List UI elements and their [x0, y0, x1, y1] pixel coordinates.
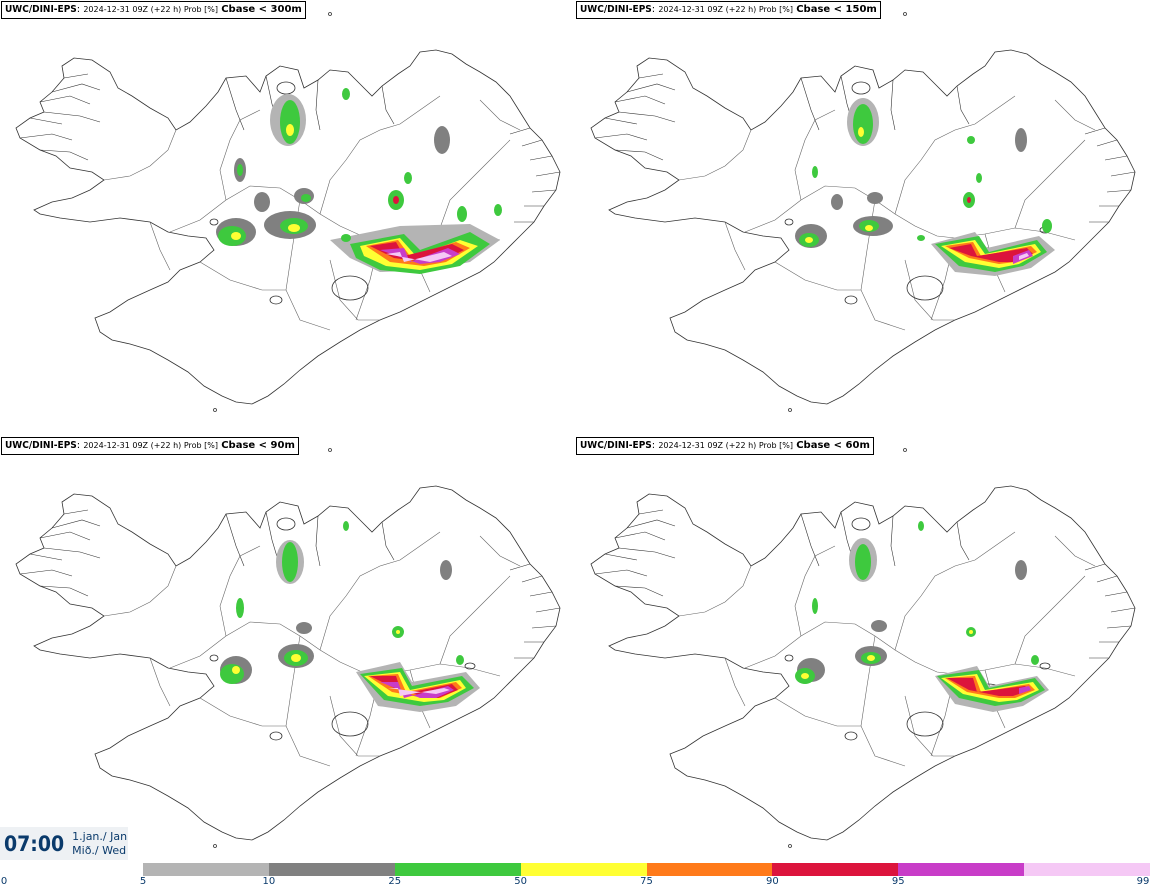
colorbar-tick-label: 99	[1136, 876, 1150, 887]
colorbar-tick-label: 0	[0, 876, 8, 887]
valid-time-date: 1.jan./ Jan Mið./ Wed	[72, 829, 128, 857]
colorbar-tick-label: 5	[139, 876, 147, 887]
colorbar-tick-label: 90	[766, 876, 779, 887]
valid-time-box: 07:00 1.jan./ Jan Mið./ Wed	[0, 827, 128, 860]
map-panel-3: UWC/DINI-EPS: 2024-12-31 09Z (+22 h) Pro…	[0, 436, 575, 872]
colorbar-segment	[898, 863, 1025, 876]
panel-title: UWC/DINI-EPS: 2024-12-31 09Z (+22 h) Pro…	[1, 1, 306, 19]
colorbar-tick-label: 75	[640, 876, 653, 887]
panel-title: UWC/DINI-EPS: 2024-12-31 09Z (+22 h) Pro…	[576, 1, 881, 19]
colorbar-tick-label: 95	[891, 876, 905, 887]
iceland-map	[15, 12, 561, 412]
valid-time-clock: 07:00	[4, 831, 65, 856]
colorbar-tick-label: 50	[514, 876, 527, 887]
colorbar-segment	[1024, 863, 1150, 876]
colorbar-tick-label: 10	[262, 876, 276, 887]
probability-colorbar	[143, 863, 1150, 876]
colorbar-segment	[394, 863, 521, 876]
colorbar-segment	[772, 863, 899, 876]
colorbar-segment	[520, 863, 647, 876]
colorbar-segment	[268, 863, 395, 876]
map-panel-1: UWC/DINI-EPS: 2024-12-31 09Z (+22 h) Pro…	[0, 0, 575, 436]
colorbar-segment	[143, 863, 269, 876]
iceland-map	[590, 448, 1136, 848]
iceland-map	[15, 448, 561, 848]
panel-title: UWC/DINI-EPS: 2024-12-31 09Z (+22 h) Pro…	[1, 437, 299, 455]
map-panel-2: UWC/DINI-EPS: 2024-12-31 09Z (+22 h) Pro…	[575, 0, 1150, 436]
colorbar-tick-label: 25	[388, 876, 402, 887]
colorbar-segment	[646, 863, 773, 876]
map-panel-4: UWC/DINI-EPS: 2024-12-31 09Z (+22 h) Pro…	[575, 436, 1150, 872]
panel-title: UWC/DINI-EPS: 2024-12-31 09Z (+22 h) Pro…	[576, 437, 874, 455]
colorbar-ticks: 0 5 10 25 50 75 90 95 99	[0, 876, 1150, 891]
iceland-map	[590, 12, 1136, 412]
